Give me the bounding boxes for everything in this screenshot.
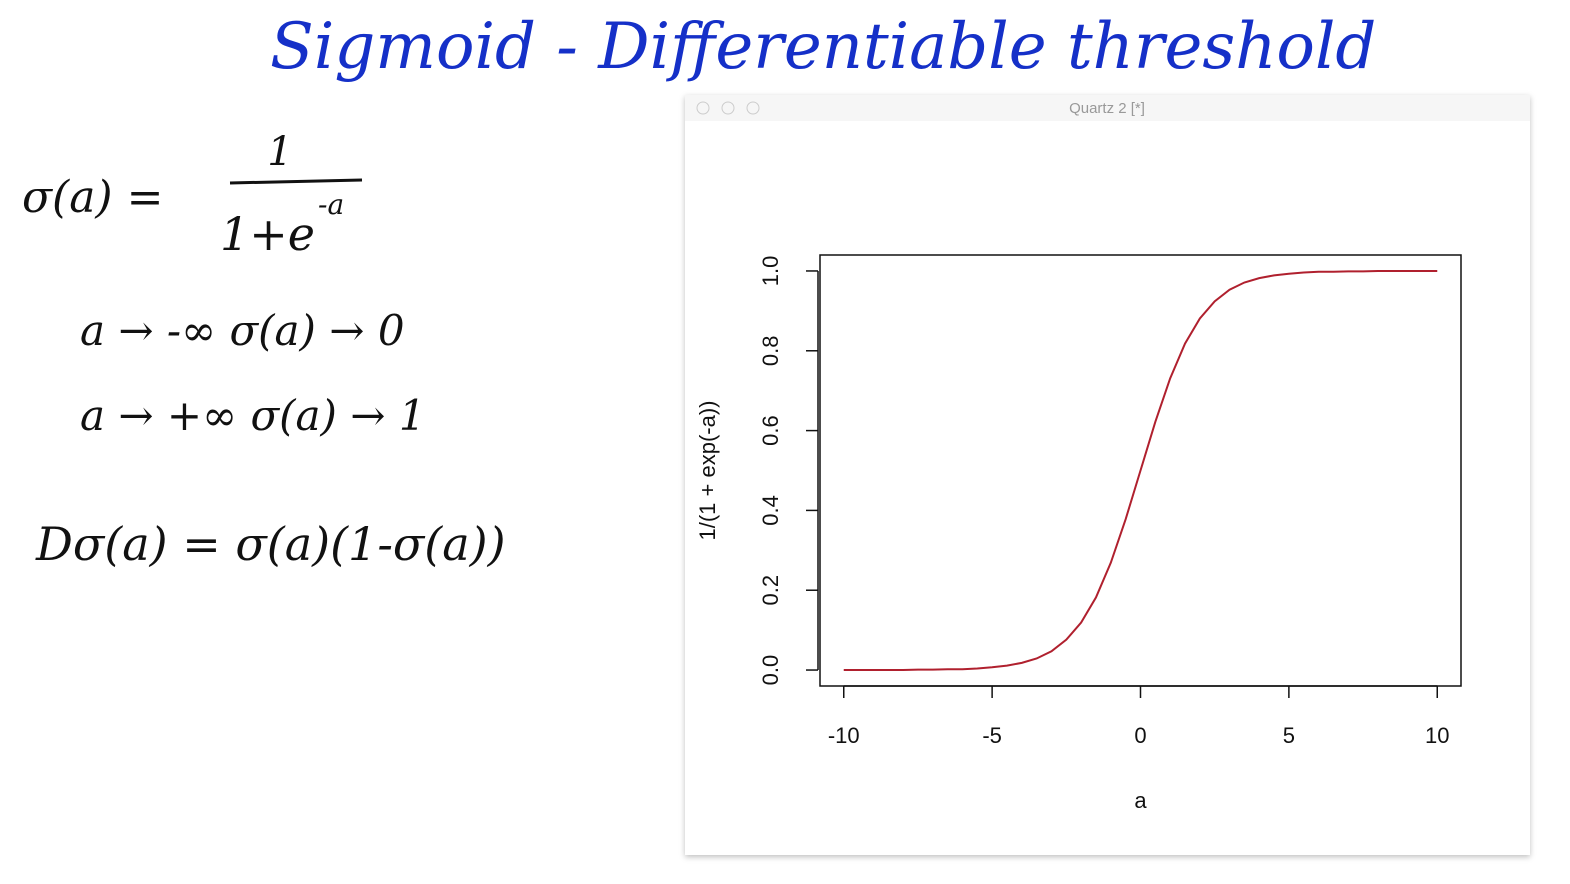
window-button[interactable] <box>721 101 735 115</box>
formula-exponent: -a <box>318 188 344 221</box>
y-tick-label: 1.0 <box>758 256 783 287</box>
y-tick-label: 0.8 <box>758 335 783 366</box>
y-tick-label: 0.0 <box>758 655 783 686</box>
formula-numerator: 1 <box>267 129 292 175</box>
window-title: Quartz 2 [*] <box>1069 100 1145 117</box>
window-button[interactable] <box>746 101 760 115</box>
y-tick-label: 0.4 <box>758 495 783 526</box>
x-tick-label: -10 <box>828 723 860 748</box>
plot-window: Quartz 2 [*] <box>685 95 1530 855</box>
x-axis-label: a <box>1134 788 1147 813</box>
formula-lhs: σ(a) = <box>22 172 163 223</box>
lecture-title: Sigmoid - Differentiable threshold <box>270 10 1376 84</box>
sigmoid-line <box>843 269 1438 672</box>
fraction-bar <box>229 178 363 185</box>
window-button[interactable] <box>696 101 710 115</box>
title-bar <box>685 95 1530 121</box>
derivative: Dσ(a) = σ(a)(1-σ(a)) <box>35 517 506 571</box>
x-tick-label: 10 <box>1425 723 1449 748</box>
limit-line: a → +∞ σ(a) → 1 <box>80 391 426 440</box>
formula-denominator: 1+e <box>220 207 315 261</box>
x-tick-label: -5 <box>982 723 1002 748</box>
x-tick-label: 5 <box>1283 723 1295 748</box>
y-tick-label: 0.6 <box>758 415 783 446</box>
x-tick-label: 0 <box>1134 723 1146 748</box>
y-tick-label: 0.2 <box>758 575 783 606</box>
limit-line: a → -∞ σ(a) → 0 <box>80 306 405 355</box>
window-frame <box>685 95 1530 855</box>
plot: -10 -5 0 5 10 0.0 0.2 0.4 0.6 0.8 1.0 a 1/(1 + exp(-… <box>695 254 1462 813</box>
y-axis-label: 1/(1 + exp(-a)) <box>695 401 720 541</box>
